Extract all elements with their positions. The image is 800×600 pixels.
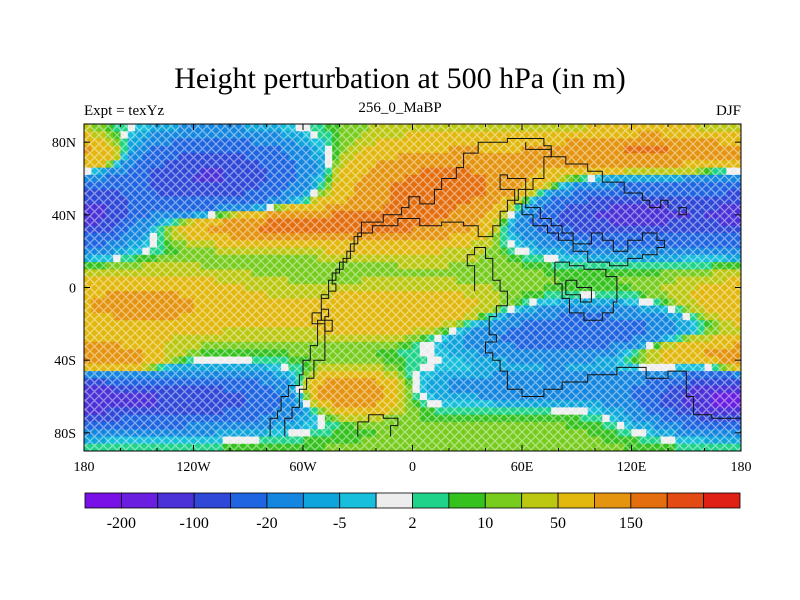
- colorbar: -200 -100 -20 -5 2 10 50 150: [84, 492, 741, 532]
- colorbar-swatch: [375, 492, 413, 509]
- axis-ticks: 180 120W 60W 0 60E 120E 180 80N 40N 0 40S 80S: [52, 124, 752, 475]
- x-tick-label: 120E: [617, 460, 647, 475]
- colorbar-label: -100: [180, 515, 209, 532]
- run-label: 256_0_MaBP: [358, 100, 442, 116]
- x-tick-label: 60W: [289, 460, 317, 475]
- colorbar-swatch: [120, 492, 159, 509]
- coastline: [311, 312, 333, 332]
- coastline: [525, 142, 669, 209]
- x-tick-label: 120W: [176, 460, 211, 475]
- colorbar-swatch: [230, 492, 268, 509]
- colorbar-label: -5: [333, 515, 346, 532]
- colorbar-swatch: [339, 492, 377, 509]
- colorbar-swatch: [412, 492, 450, 509]
- colorbar-swatch: [266, 492, 304, 509]
- colorbar-swatch: [302, 492, 341, 509]
- colorbar-label: -200: [107, 515, 136, 532]
- colorbar-swatch: [594, 492, 632, 509]
- x-tick-label: 60E: [511, 460, 534, 475]
- y-tick-label: 80N: [52, 136, 76, 151]
- colorbar-swatch: [666, 492, 705, 509]
- experiment-label: Expt = texYz: [84, 103, 165, 119]
- colorbar-swatch: [484, 492, 523, 509]
- colorbar-label: -20: [256, 515, 277, 532]
- coastline: [678, 207, 687, 216]
- x-tick-label: 180: [731, 460, 752, 475]
- season-label: DJF: [715, 103, 741, 119]
- colorbar-swatch: [703, 492, 741, 509]
- map-title: Height perturbation at 500 hPa (in m): [174, 62, 626, 95]
- coastline: [357, 414, 399, 437]
- y-tick-label: 40N: [52, 209, 76, 224]
- colorbar-swatch: [521, 492, 559, 509]
- colorbar-swatch: [84, 492, 122, 509]
- y-tick-label: 80S: [54, 427, 76, 442]
- x-tick-label: 180: [74, 460, 95, 475]
- colorbar-swatch: [157, 492, 195, 509]
- coastline: [499, 174, 665, 267]
- colorbar-label: 2: [409, 515, 417, 532]
- colorbar-label: 150: [619, 515, 643, 532]
- colorbar-swatch: [193, 492, 231, 509]
- colorbar-swatch: [557, 492, 595, 509]
- x-tick-label: 0: [409, 460, 416, 475]
- y-tick-label: 0: [69, 282, 76, 297]
- colorbar-swatch: [448, 492, 486, 509]
- colorbar-label: 10: [477, 515, 493, 532]
- colorbar-swatch: [630, 492, 668, 509]
- coastline: [554, 261, 618, 321]
- coastline: [565, 279, 592, 303]
- y-tick-label: 40S: [54, 354, 76, 369]
- coastline: [466, 247, 741, 419]
- colorbar-label: 50: [550, 515, 566, 532]
- stipple-overlay: [84, 124, 741, 451]
- coastline-layer: [269, 138, 741, 437]
